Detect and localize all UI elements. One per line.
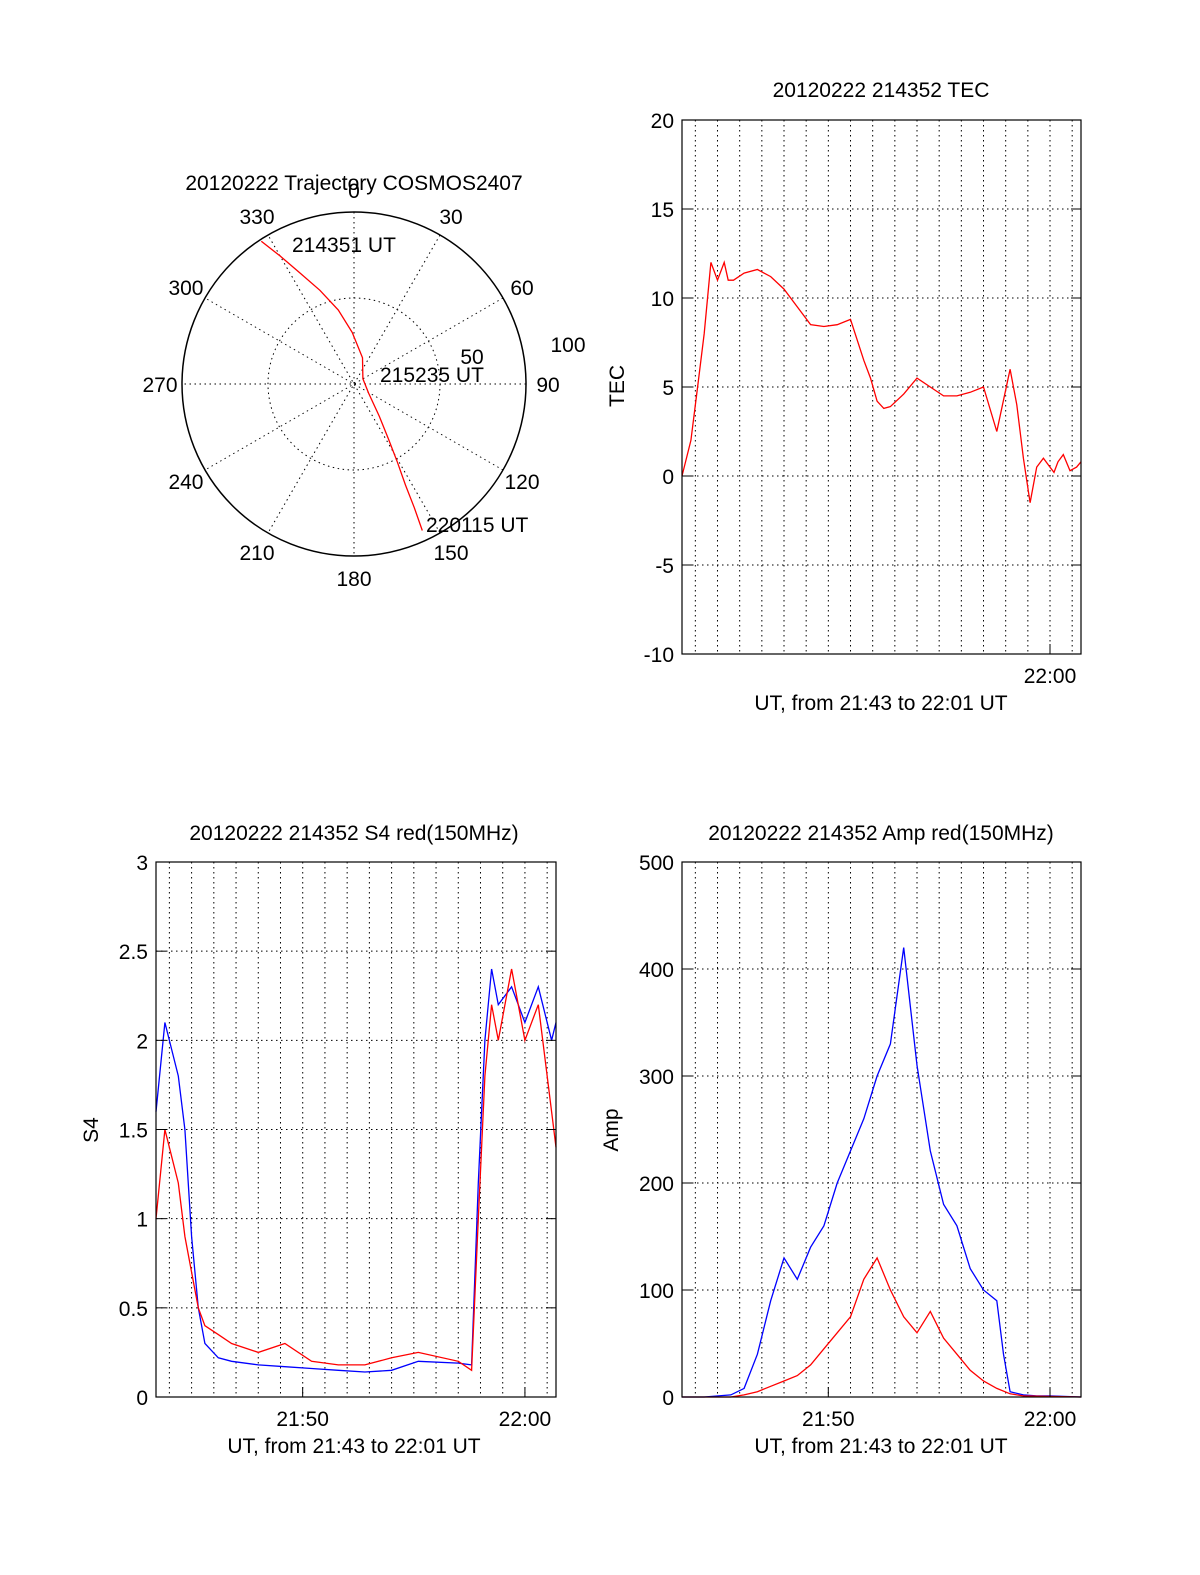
amp-ticks: 500 400 300 200 100 0 21:50 22:00: [639, 852, 1081, 1431]
polar-trajectory-plot: 20120222 Trajectory COSMOS2407 0 30 60 90 12…: [142, 172, 585, 591]
tec-gridlines: [682, 119, 1081, 655]
polar-title: 20120222 Trajectory COSMOS2407: [185, 172, 522, 195]
tec-ytick-label: -5: [655, 555, 674, 578]
trajectory-mid-label: 215235 UT: [380, 364, 484, 387]
tec-ytick-label: 20: [651, 110, 674, 133]
s4-ytick-label: 2.5: [119, 941, 148, 964]
s4-gridlines: [156, 861, 556, 1398]
amp-ytick-label: 0: [662, 1387, 674, 1410]
amp-gridlines: [682, 861, 1081, 1398]
polar-azimuth-label: 120: [504, 471, 539, 494]
amp-xtick-label: 22:00: [1024, 1408, 1077, 1431]
trajectory-start-label: 214351 UT: [292, 234, 396, 257]
tec-ticks: 20 15 10 5 0 -5 -10 22:00: [644, 110, 1081, 688]
tec-ytick-label: -10: [644, 644, 674, 667]
tec-y-axis-label: TEC: [606, 365, 629, 407]
polar-azimuth-label: 240: [168, 471, 203, 494]
amp-plot-frame: [681, 861, 1082, 1398]
polar-radial-label-100: 100: [550, 334, 585, 357]
tec-plot-frame: [681, 119, 1082, 655]
s4-series: [155, 968, 557, 1373]
s4-ticks: 3 2.5 2 1.5 1 0.5 0 21:50 22:00: [119, 852, 556, 1431]
polar-azimuth-label: 30: [439, 206, 462, 229]
s4-title: 20120222 214352 S4 red(150MHz): [189, 822, 518, 845]
polar-azimuth-label: 270: [142, 374, 177, 397]
polar-azimuth-label: 150: [433, 542, 468, 565]
tec-ytick-label: 10: [651, 288, 674, 311]
s4-ytick-label: 1: [136, 1209, 148, 1232]
amp-series-line-0: [682, 947, 1082, 1398]
amp-ytick-label: 100: [639, 1280, 674, 1303]
tec-series: [681, 260, 1082, 503]
amp-title: 20120222 214352 Amp red(150MHz): [708, 822, 1054, 845]
polar-azimuth-label: 180: [336, 568, 371, 591]
polar-azimuth-label: 210: [239, 542, 274, 565]
s4-series-line-1: [155, 968, 557, 1372]
amp-ytick-label: 400: [639, 959, 674, 982]
tec-x-axis-label: UT, from 21:43 to 22:01 UT: [754, 692, 1007, 715]
s4-ytick-label: 1.5: [119, 1120, 148, 1143]
s4-x-axis-label: UT, from 21:43 to 22:01 UT: [227, 1435, 480, 1458]
s4-plot: 20120222 214352 S4 red(150MHz) S4 UT, fr…: [80, 822, 557, 1458]
s4-plot-frame: [155, 861, 557, 1398]
amp-series: [682, 947, 1082, 1398]
trajectory-end-label: 220115 UT: [426, 514, 529, 537]
tec-xtick-label: 22:00: [1024, 665, 1077, 688]
polar-azimuth-label: 60: [510, 277, 533, 300]
s4-y-axis-label: S4: [80, 1117, 103, 1143]
amp-xtick-label: 21:50: [802, 1408, 855, 1431]
amp-ytick-label: 300: [639, 1066, 674, 1089]
tec-ytick-label: 15: [651, 199, 674, 222]
tec-series-line-0: [681, 260, 1082, 503]
s4-ytick-label: 0.5: [119, 1298, 148, 1321]
s4-ytick-label: 3: [136, 852, 148, 875]
polar-azimuth-label: 330: [239, 206, 274, 229]
amp-ytick-label: 200: [639, 1173, 674, 1196]
amp-x-axis-label: UT, from 21:43 to 22:01 UT: [754, 1435, 1007, 1458]
polar-azimuth-label: 90: [536, 374, 559, 397]
tec-ytick-label: 0: [662, 466, 674, 489]
tec-title: 20120222 214352 TEC: [773, 79, 990, 102]
tec-plot: 20120222 214352 TEC TEC UT, from 21:43 t…: [606, 79, 1082, 715]
s4-ytick-label: 2: [136, 1030, 148, 1053]
amp-plot: 20120222 214352 Amp red(150MHz) Amp UT, …: [600, 822, 1082, 1458]
s4-ytick-label: 0: [136, 1387, 148, 1410]
amp-y-axis-label: Amp: [600, 1108, 623, 1151]
s4-xtick-label: 21:50: [276, 1408, 329, 1431]
polar-azimuth-labels: 0 30 60 90 120 150 180 210 240 270 300 330: [142, 180, 559, 591]
tec-ytick-label: 5: [662, 377, 674, 400]
s4-xtick-label: 22:00: [499, 1408, 552, 1431]
polar-azimuth-label: 300: [168, 277, 203, 300]
amp-series-line-1: [682, 1256, 1082, 1398]
polar-azimuth-label: 0: [348, 180, 360, 203]
polar-radial-label-50: 50: [460, 346, 483, 369]
amp-ytick-label: 500: [639, 852, 674, 875]
trajectory-line: [260, 240, 423, 531]
